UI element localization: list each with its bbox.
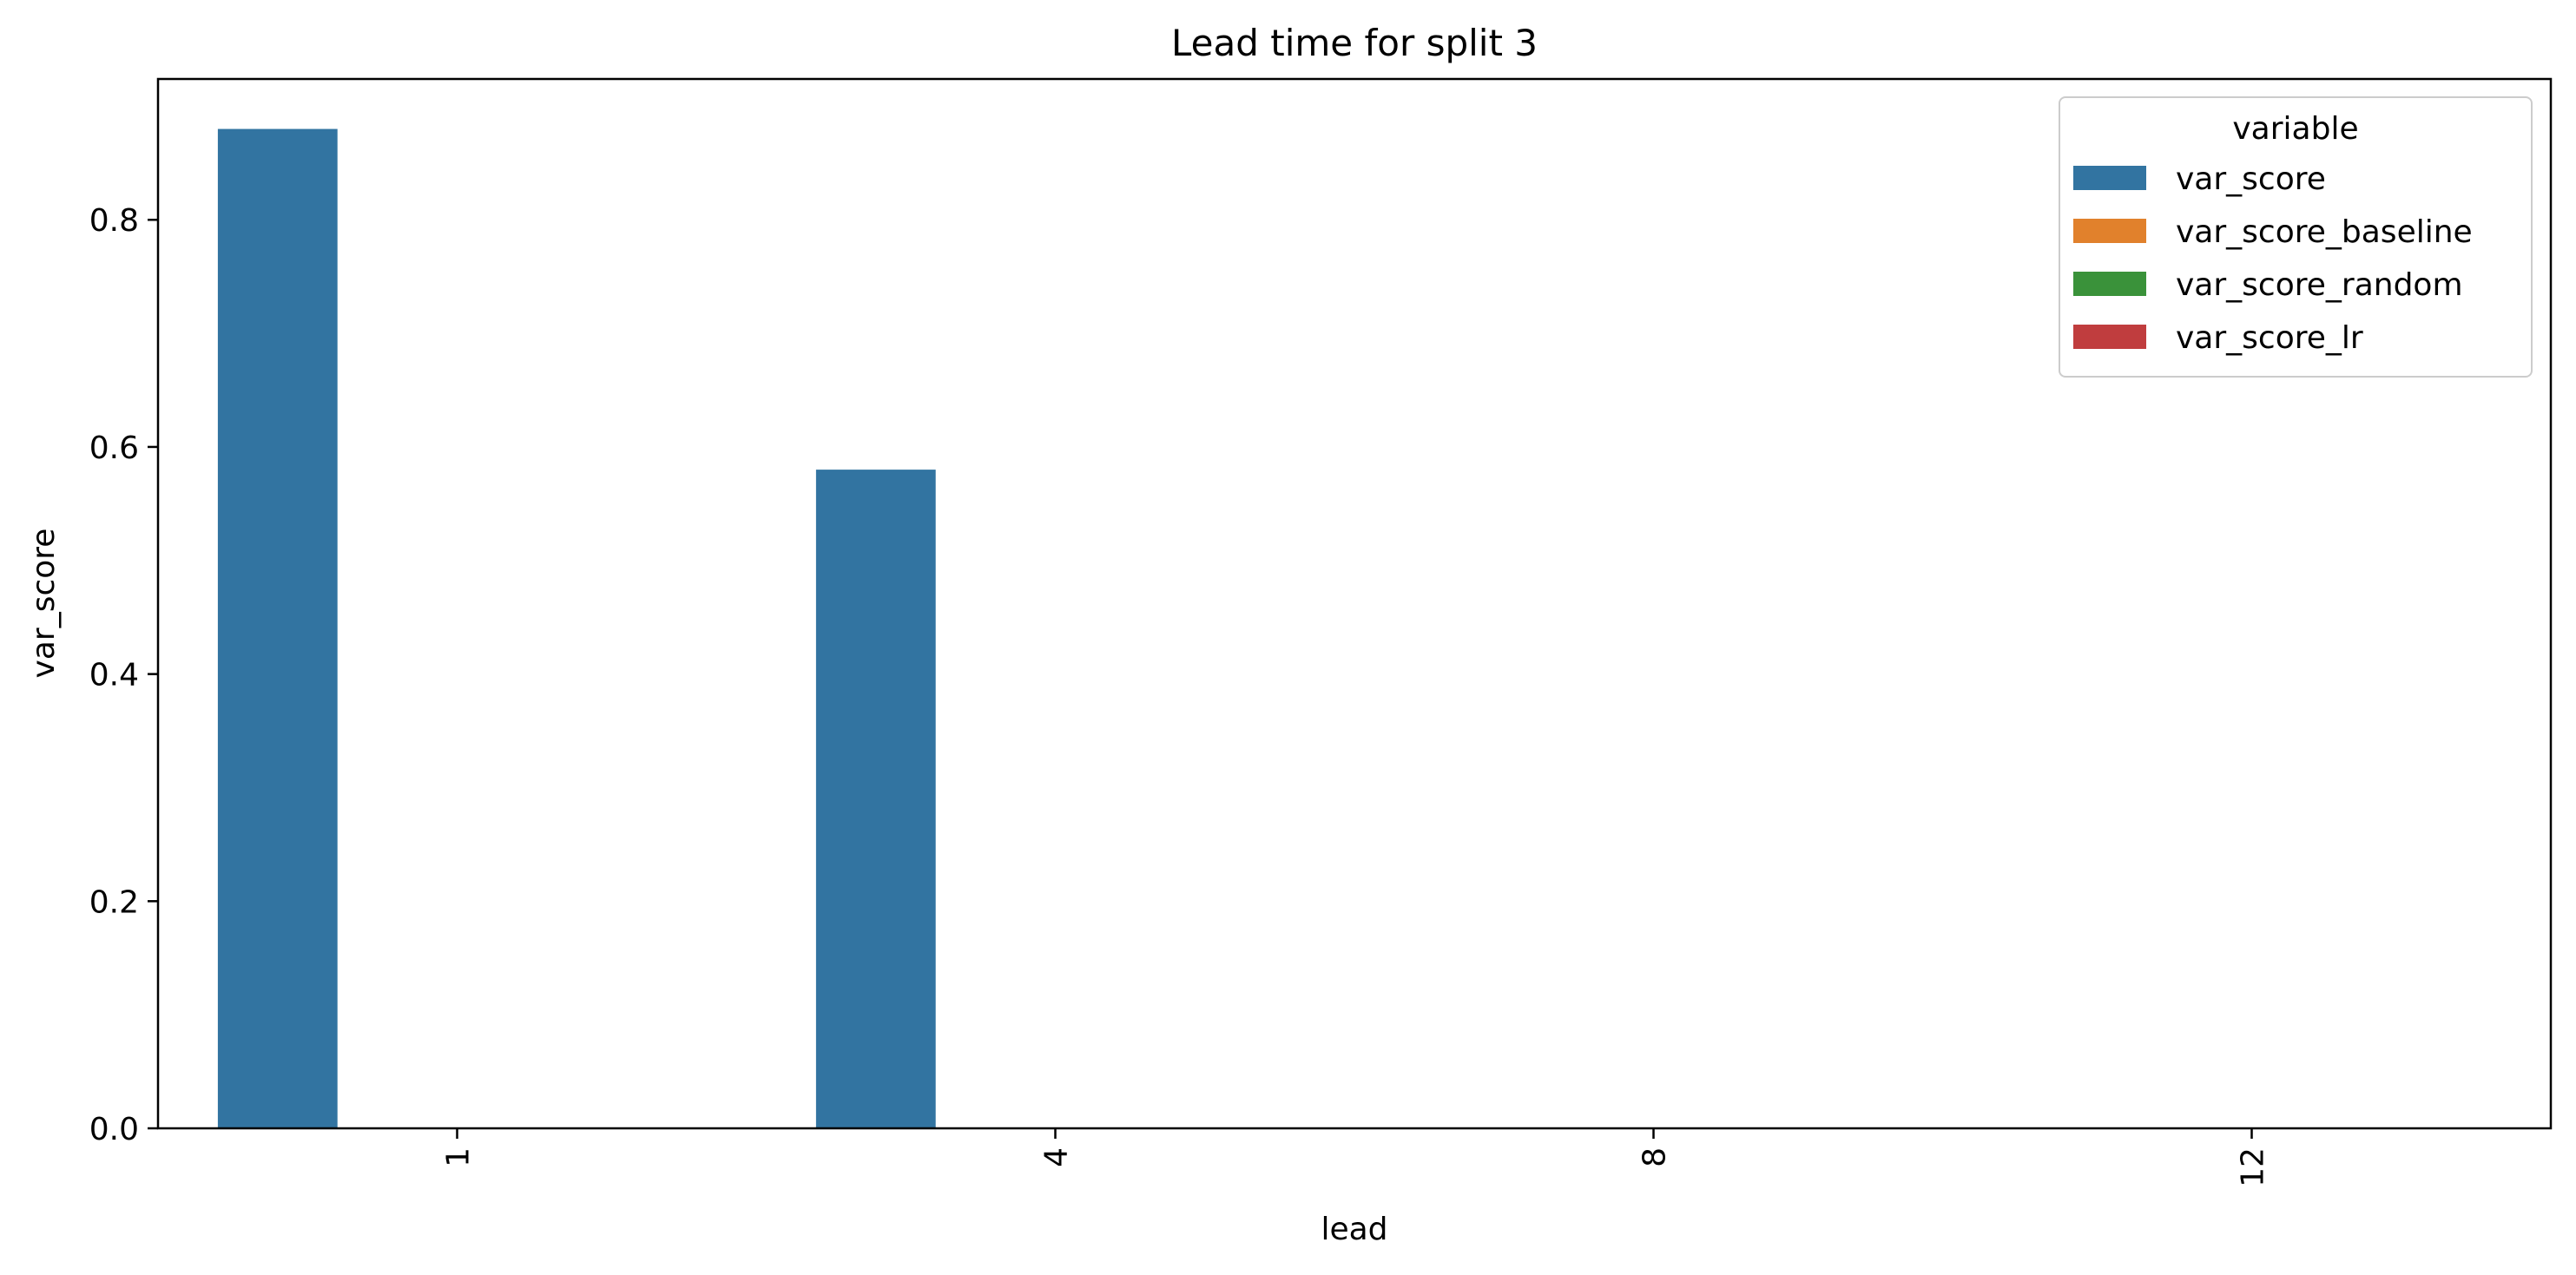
x-tick-label: 12: [2236, 1147, 2271, 1187]
plot-frame: [156, 77, 2553, 1130]
legend-box: [2059, 96, 2533, 378]
legend-label-var_score: var_score: [2176, 161, 2326, 197]
y-tick-label: 0.4: [89, 658, 139, 693]
legend-swatch-var_score_baseline: [2073, 219, 2146, 243]
y-axis: 0.0 0.2 0.4 0.6 0.8: [89, 203, 158, 1147]
y-tick-label: 0.6: [89, 430, 139, 466]
chart-title: Lead time for split 3: [1171, 22, 1538, 64]
y-tick-label: 0.2: [89, 884, 139, 920]
legend: variable var_score var_score_baseline var_…: [2059, 96, 2533, 378]
legend-swatch-var_score_lr: [2073, 325, 2146, 349]
x-axis-label: lead: [1321, 1212, 1387, 1247]
bars: [217, 128, 936, 1129]
y-tick-label: 0.0: [89, 1112, 139, 1147]
y-tick-label: 0.8: [89, 203, 139, 239]
x-axis: 1 4 8 12: [441, 1128, 2271, 1187]
x-tick-label: 4: [1039, 1147, 1075, 1167]
legend-label-var_score_random: var_score_random: [2176, 267, 2463, 303]
x-tick-label: 8: [1637, 1147, 1673, 1167]
x-tick-label: 1: [441, 1147, 477, 1167]
legend-swatch-var_score_random: [2073, 272, 2146, 296]
y-axis-label: var_score: [26, 529, 62, 679]
legend-label-var_score_lr: var_score_lr: [2176, 320, 2363, 356]
legend-label-var_score_baseline: var_score_baseline: [2176, 214, 2473, 250]
bar-var_score-4: [815, 470, 936, 1128]
legend-title: variable: [2232, 111, 2358, 147]
bar-var_score-1: [217, 128, 338, 1129]
legend-swatch-var_score: [2073, 166, 2146, 190]
